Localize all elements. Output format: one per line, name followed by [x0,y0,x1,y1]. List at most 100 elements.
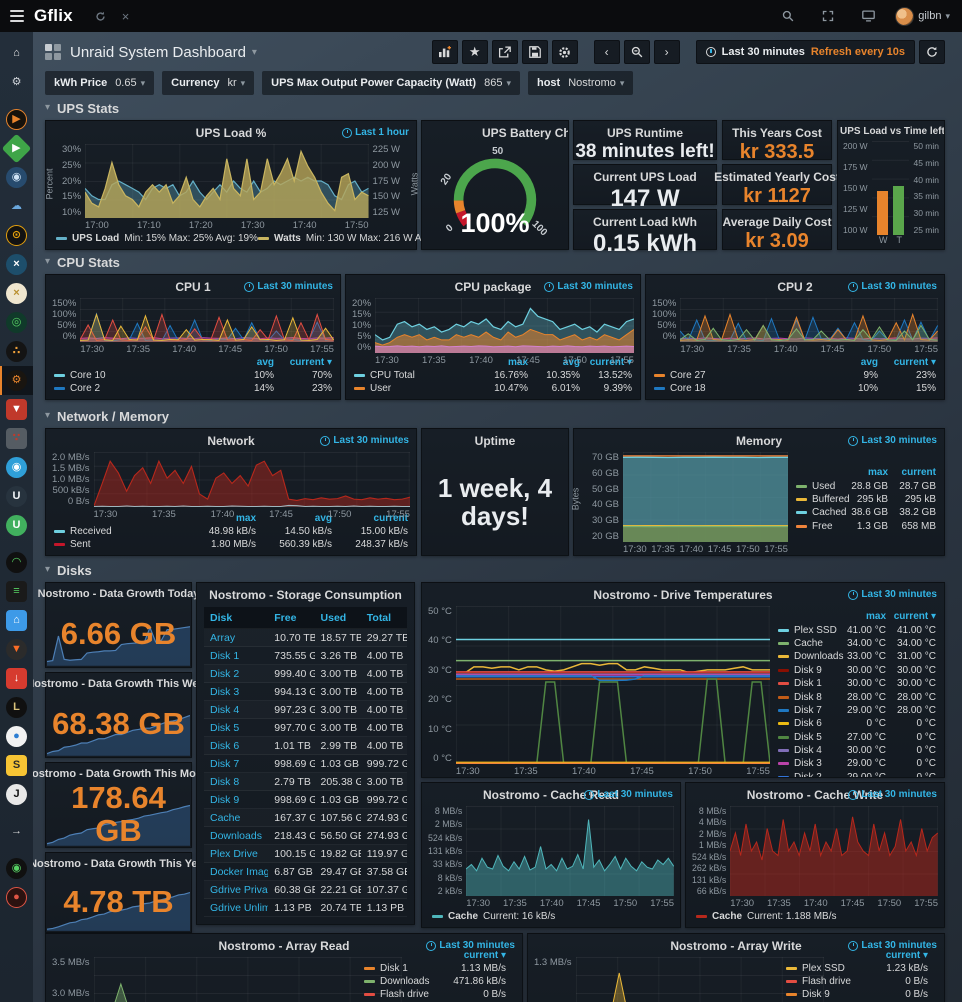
app-movies-icon[interactable]: ◉ [0,163,33,192]
storage-table[interactable]: Disk Free Used Total Array 10.70 TB 18.57 TB 29… [204,607,407,917]
panel-legend[interactable]: current ▾ Disk 1 1.13 MB/s Downloads 471.86 … [356,948,514,1002]
chart-plot-area[interactable] [80,298,334,342]
panel-title[interactable]: UPS Load % [195,126,267,140]
save-dashboard-button[interactable] [521,40,548,64]
app-cloud-icon[interactable]: ☁ [11,200,22,212]
panel-current-ups-load[interactable]: Current UPS Load 147 W [573,164,717,211]
legend-item[interactable]: Sent 1.80 MB/s 560.39 kB/s 248.37 kB/s [54,538,408,551]
app-organizr-icon[interactable]: × [0,250,33,279]
app-active-gear-icon[interactable]: ⚙ [0,366,33,395]
legend-item[interactable]: Free 1.3 GB 658 MB [796,520,936,533]
legend-item[interactable]: Cache Current: 1.188 MB/s [696,911,837,922]
panel-legend[interactable]: max avg current Received 48.98 kB/s 14.50 kB/… [46,511,416,555]
panel-ups-battery-gauge[interactable]: UPS Battery Charge 100% 0 20 50 100 [421,120,569,250]
panel-cpu-package[interactable]: CPU package Last 30 minutes 20% 15% 10% 5% 0… [345,274,641,400]
legend-item[interactable]: Core 10 10% 70% [54,369,332,382]
legend-item[interactable]: Core 18 10% 15% [654,382,936,395]
legend-item[interactable]: Disk 7 29.00 °C 28.00 °C [778,704,936,717]
legend-item[interactable]: Core 27 9% 23% [654,369,936,382]
legend-item[interactable]: Used 28.8 GB 28.7 GB [796,479,936,492]
zoom-out-button[interactable] [623,40,650,64]
variable-0[interactable]: kWh Price 0.65 ▾ [45,71,155,95]
panel-legend[interactable]: Cache Current: 1.188 MB/s [686,909,944,927]
dashboard-title-caret-icon[interactable]: ▾ [251,46,257,58]
playlist-refresh-icon[interactable] [95,11,106,22]
share-dashboard-button[interactable] [491,40,518,64]
time-forward-button[interactable]: › [653,40,680,64]
app-waterdrop-icon[interactable]: ● [0,722,33,751]
panel-legend[interactable]: avg current ▾ Core 10 10% 70% Core 2 14% 23% [46,355,340,399]
legend-item[interactable]: Disk 1 1.13 MB/s [364,962,506,975]
dashboard-settings-button[interactable] [551,40,578,64]
panel-cpu2[interactable]: CPU 2 Last 30 minutes 150% 100% 50% 0% 17:3… [645,274,945,400]
legend-item[interactable]: Cache Current: 16 kB/s [432,911,555,922]
chart-plot-area[interactable] [575,957,824,1002]
panel-array-read[interactable]: Nostromo - Array Read Last 30 minutes 3.… [45,933,523,1002]
close-playlist-icon[interactable]: × [121,8,130,24]
app-hat-icon[interactable]: ◠ [0,548,33,577]
legend-item[interactable]: Received 48.98 kB/s 14.50 kB/s 15.00 kB/s [54,525,408,538]
app-homeassistant-icon[interactable]: ⌂ [0,606,33,635]
legend-item[interactable]: CPU Total 16.76% 10.35% 13.52% [354,369,632,382]
settings-gear-icon[interactable]: ⚙ [11,76,22,88]
app-bars-icon[interactable]: ≡ [0,577,33,606]
panel-data-growth-this-week[interactable]: Nostromo - Data Growth This Week 68.38 G… [26,672,211,758]
chart-plot-area[interactable] [680,298,938,342]
legend-item[interactable]: Cached 38.6 GB 38.2 GB [796,506,936,519]
panel-memory[interactable]: Memory Last 30 minutes Bytes 70 GB 60 GB 5… [570,428,945,556]
refresh-dashboard-button[interactable] [919,40,945,64]
panel-average-daily-cost[interactable]: Average Daily Cost kr 3.09 [722,209,832,252]
panel-data-growth-this-year[interactable]: Nostromo - Data Growth This Year 4.78 TB [29,852,208,933]
panel-cpu1[interactable]: CPU 1 Last 30 minutes 150% 100% 50% 0% 17:3… [45,274,341,400]
chart-plot-area[interactable] [730,806,938,896]
legend-item[interactable]: Disk 9 30.00 °C 30.00 °C [778,664,936,677]
app-download-icon[interactable]: ↓ [0,664,33,693]
dashboard-grid-icon[interactable] [45,44,61,60]
legend-item[interactable]: Disk 229.00 °C0 °C [778,771,936,777]
app-gray-icon[interactable]: ∵ [0,424,33,453]
app-red-wheel-icon[interactable]: ● [0,883,33,912]
app-jacket-icon[interactable]: J [0,780,33,809]
chart-plot-area[interactable] [93,452,410,507]
panel-legend[interactable]: max avg current ▾ CPU Total 16.76% 10.35% 13.5… [346,355,640,399]
chart-plot-area[interactable] [622,452,788,542]
legend-item[interactable]: Downloads 33.00 °C 31.00 °C [778,650,936,663]
chart-plot-area[interactable] [455,606,770,764]
tv-kiosk-icon[interactable] [862,10,876,22]
app-pihole-shield-icon[interactable]: ▼ [0,395,33,424]
app-emby-icon[interactable]: ▶ [0,133,33,164]
legend-item[interactable]: User 10.47% 6.01% 9.39% [354,382,632,395]
variable-1[interactable]: Currency kr ▾ [162,71,255,95]
panel-ups-runtime[interactable]: UPS Runtime 38 minutes left! [573,120,717,161]
logout-icon[interactable]: → [11,825,22,837]
panel-this-years-cost[interactable]: This Years Cost kr 333.5 [722,120,832,163]
legend-item[interactable]: Disk 1 30.00 °C 30.00 °C [778,677,936,690]
app-green-u-icon[interactable]: U [0,511,33,540]
app-gitlab-icon[interactable]: ▼ [0,635,33,664]
app-jackett-search-icon[interactable]: ⊙ [0,221,33,250]
legend-item[interactable]: Flash drive 0 B/s [786,975,928,988]
legend-item[interactable]: Watts Min: 130 W Max: 216 W Avg: 162 W [258,233,466,244]
app-network-dots-icon[interactable]: ∴ [0,337,33,366]
panel-cache-write[interactable]: Nostromo - Cache Write Last 30 minutes 8… [685,782,945,928]
star-dashboard-button[interactable]: ★ [461,40,488,64]
time-back-button[interactable]: ‹ [593,40,620,64]
row-header-disks[interactable]: ▾ Disks [45,563,92,578]
legend-item[interactable]: Flash drive 0 B/s [364,988,506,1001]
chart-plot-area[interactable] [466,806,674,896]
panel-legend[interactable]: max current ▾ Plex SSD 41.00 °C 41.00 °C Cach… [776,604,944,777]
app-sabnzbd-icon[interactable]: S [0,751,33,780]
variable-2[interactable]: UPS Max Output Power Capacity (Watt) 865 ▾ [262,71,520,95]
home-icon[interactable]: ⌂ [13,47,20,59]
legend-item[interactable]: Disk 3 29.00 °C 0 °C [778,757,936,770]
legend-item[interactable]: Core 2 14% 23% [54,382,332,395]
